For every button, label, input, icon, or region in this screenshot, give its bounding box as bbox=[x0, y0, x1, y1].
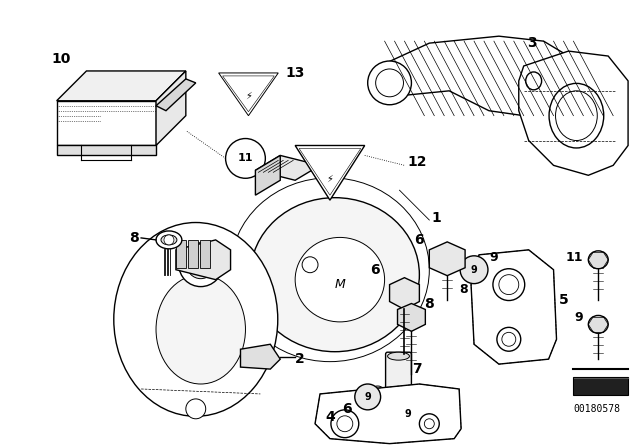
Text: 1: 1 bbox=[431, 211, 441, 225]
Text: 10: 10 bbox=[52, 52, 71, 66]
Circle shape bbox=[460, 256, 488, 284]
Polygon shape bbox=[219, 73, 278, 116]
Circle shape bbox=[225, 138, 266, 178]
Text: 2: 2 bbox=[295, 352, 305, 366]
Ellipse shape bbox=[156, 275, 246, 384]
Polygon shape bbox=[156, 79, 196, 111]
Circle shape bbox=[376, 69, 403, 97]
Text: 00180578: 00180578 bbox=[573, 404, 620, 414]
Text: 11: 11 bbox=[566, 251, 583, 264]
Polygon shape bbox=[223, 76, 275, 112]
Polygon shape bbox=[57, 71, 186, 101]
Polygon shape bbox=[255, 155, 280, 195]
Polygon shape bbox=[299, 148, 361, 195]
Text: 12: 12 bbox=[408, 155, 427, 169]
Circle shape bbox=[331, 410, 359, 438]
Polygon shape bbox=[156, 71, 186, 146]
Polygon shape bbox=[471, 250, 557, 364]
Polygon shape bbox=[397, 303, 426, 332]
Ellipse shape bbox=[161, 235, 177, 245]
Text: 4: 4 bbox=[325, 410, 335, 424]
Circle shape bbox=[493, 269, 525, 301]
Text: 8: 8 bbox=[129, 231, 139, 245]
Circle shape bbox=[419, 414, 439, 434]
Text: 11: 11 bbox=[237, 153, 253, 164]
Circle shape bbox=[187, 251, 214, 279]
Circle shape bbox=[355, 384, 381, 410]
Circle shape bbox=[302, 257, 318, 273]
FancyBboxPatch shape bbox=[573, 377, 628, 395]
FancyBboxPatch shape bbox=[200, 240, 210, 268]
Text: M: M bbox=[335, 278, 345, 291]
Text: 6: 6 bbox=[413, 233, 423, 247]
Text: ⚡: ⚡ bbox=[245, 91, 252, 101]
Ellipse shape bbox=[549, 83, 604, 148]
Text: 7: 7 bbox=[412, 362, 422, 376]
Text: 9: 9 bbox=[575, 311, 583, 324]
Circle shape bbox=[164, 235, 174, 245]
Circle shape bbox=[337, 416, 353, 432]
Polygon shape bbox=[390, 278, 419, 310]
Polygon shape bbox=[255, 155, 320, 180]
Circle shape bbox=[370, 386, 385, 402]
Polygon shape bbox=[241, 344, 280, 369]
Circle shape bbox=[497, 327, 521, 351]
Circle shape bbox=[499, 275, 519, 294]
Text: 13: 13 bbox=[285, 66, 305, 80]
Text: 8: 8 bbox=[459, 283, 468, 296]
Ellipse shape bbox=[230, 178, 429, 362]
Ellipse shape bbox=[525, 72, 541, 90]
Circle shape bbox=[368, 61, 412, 105]
Ellipse shape bbox=[250, 198, 419, 352]
Polygon shape bbox=[519, 51, 628, 175]
Ellipse shape bbox=[588, 251, 608, 269]
Circle shape bbox=[424, 419, 435, 429]
Ellipse shape bbox=[588, 315, 608, 333]
Circle shape bbox=[186, 399, 205, 419]
Circle shape bbox=[394, 400, 421, 428]
Ellipse shape bbox=[295, 237, 385, 322]
Circle shape bbox=[502, 332, 516, 346]
Polygon shape bbox=[295, 146, 365, 200]
Text: 6: 6 bbox=[370, 263, 380, 277]
Text: 3: 3 bbox=[527, 36, 536, 50]
Circle shape bbox=[365, 397, 390, 421]
Polygon shape bbox=[315, 384, 461, 444]
Text: ⚡: ⚡ bbox=[326, 173, 333, 183]
Text: 9: 9 bbox=[470, 265, 477, 275]
Polygon shape bbox=[374, 36, 573, 116]
FancyBboxPatch shape bbox=[385, 352, 412, 398]
Ellipse shape bbox=[114, 223, 278, 416]
Polygon shape bbox=[176, 240, 230, 280]
Ellipse shape bbox=[388, 352, 410, 360]
Text: 9: 9 bbox=[404, 409, 411, 419]
Circle shape bbox=[179, 243, 223, 287]
Ellipse shape bbox=[156, 231, 182, 249]
Text: 8: 8 bbox=[424, 297, 434, 311]
Polygon shape bbox=[429, 242, 465, 276]
Polygon shape bbox=[358, 389, 397, 429]
Ellipse shape bbox=[556, 91, 597, 141]
Text: 9: 9 bbox=[489, 251, 497, 264]
Text: 9: 9 bbox=[364, 392, 371, 402]
FancyBboxPatch shape bbox=[188, 240, 198, 268]
Polygon shape bbox=[57, 146, 156, 155]
Polygon shape bbox=[57, 101, 156, 146]
FancyBboxPatch shape bbox=[176, 240, 186, 268]
Text: 5: 5 bbox=[559, 293, 568, 306]
Circle shape bbox=[196, 260, 205, 270]
Ellipse shape bbox=[388, 390, 410, 398]
Text: 6: 6 bbox=[342, 402, 352, 416]
